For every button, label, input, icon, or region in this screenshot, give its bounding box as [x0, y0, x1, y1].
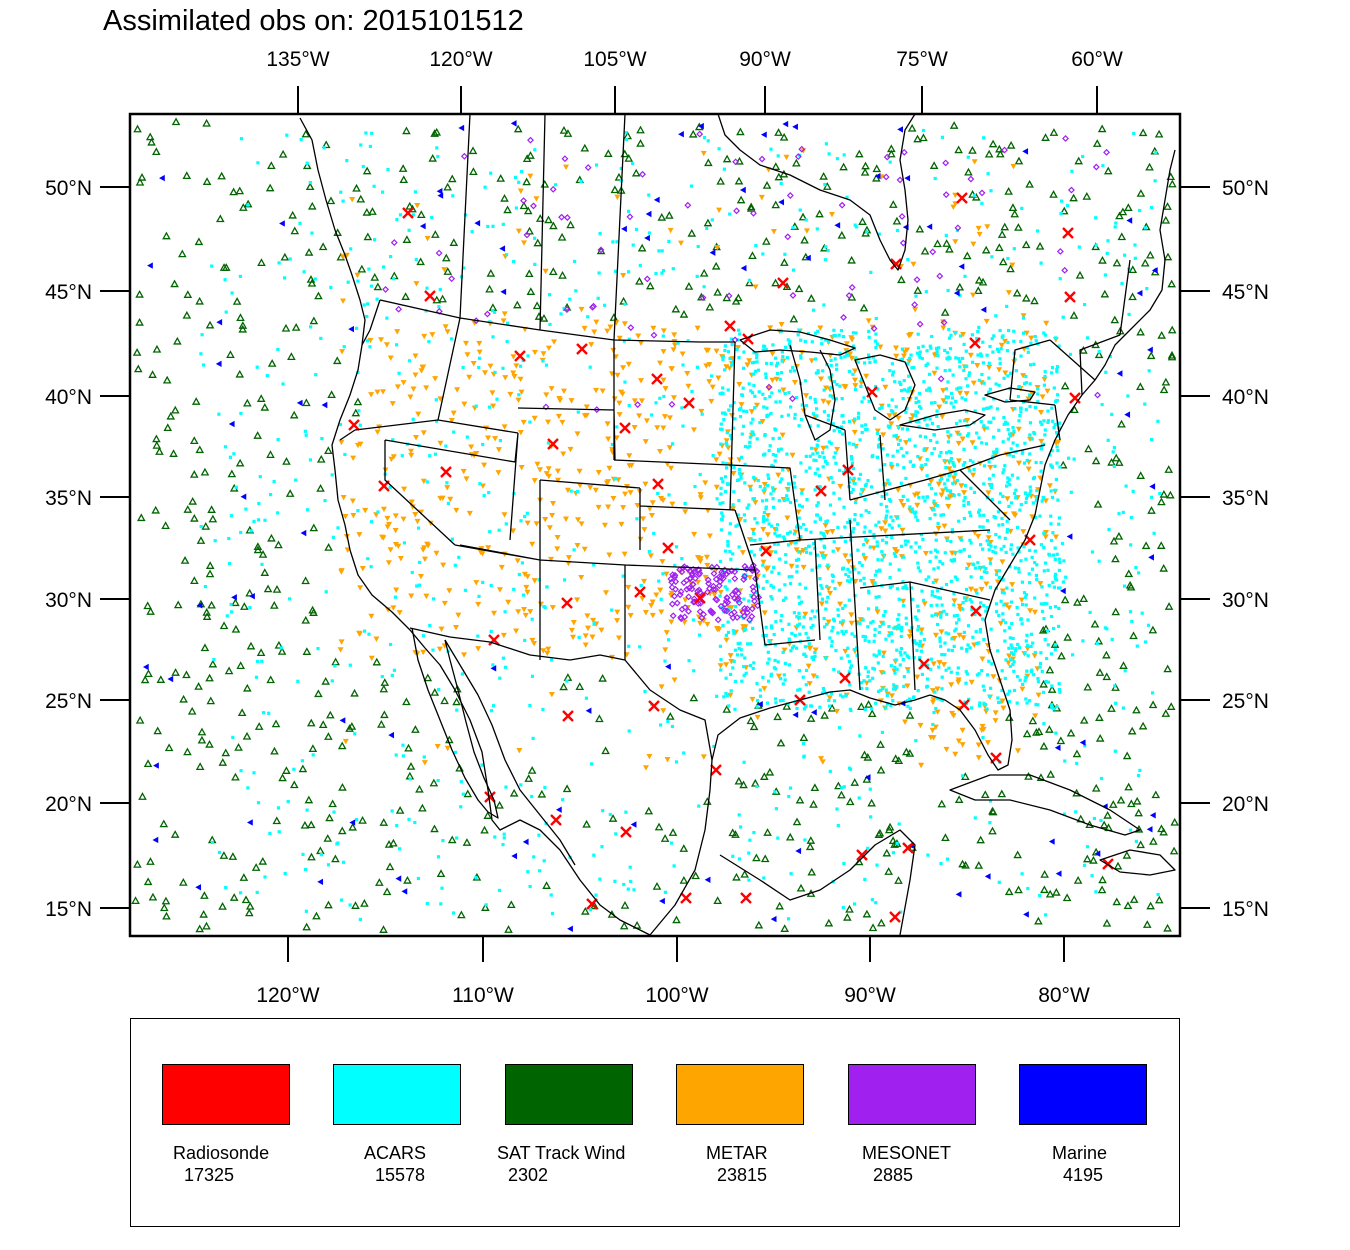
map: 135°W 120°W 105°W 90°W 75°W 60°W 120°W 1… [45, 48, 1269, 1007]
legend-item-mesonet: MESONET 2885 [817, 1019, 1017, 1226]
legend-label: ACARS [364, 1143, 427, 1163]
legend-swatch [162, 1064, 290, 1125]
top-lon-label: 105°W [583, 48, 646, 71]
legend-item-radiosonde: Radiosonde 17325 [131, 1019, 331, 1226]
top-lon-label: 90°W [739, 48, 791, 71]
legend-label: METAR [706, 1143, 768, 1163]
legend-count: 2885 [873, 1165, 914, 1185]
right-lat-label: 40°N [1222, 386, 1269, 409]
bottom-lon-label: 90°W [844, 984, 896, 1007]
left-lat-label: 15°N [45, 898, 92, 921]
top-lon-label: 120°W [429, 48, 492, 71]
legend-swatch [1019, 1064, 1147, 1125]
legend-label: Marine [1052, 1143, 1108, 1163]
right-lat-label: 50°N [1222, 177, 1269, 200]
right-lat-label: 30°N [1222, 589, 1269, 612]
legend-count: 4195 [1063, 1165, 1104, 1185]
bottom-lon-label: 110°W [452, 984, 514, 1007]
legend-item-marine: Marine 4195 [988, 1019, 1188, 1226]
top-lon-label: 135°W [266, 48, 329, 71]
legend-count: 17325 [184, 1165, 235, 1185]
bottom-lon-label: 100°W [645, 984, 708, 1007]
left-lat-label: 35°N [45, 487, 92, 510]
legend-count: 15578 [375, 1165, 426, 1185]
bottom-lon-label: 120°W [256, 984, 319, 1007]
legend-swatch [505, 1064, 633, 1125]
left-lat-label: 30°N [45, 589, 92, 612]
legend-item-metar: METAR 23815 [645, 1019, 845, 1226]
right-lat-label: 25°N [1222, 690, 1269, 713]
legend-label: Radiosonde [173, 1143, 270, 1163]
legend-swatch [848, 1064, 976, 1125]
legend-swatch [333, 1064, 461, 1125]
top-lon-label: 60°W [1071, 48, 1123, 71]
right-lat-label: 35°N [1222, 487, 1269, 510]
legend-label: MESONET [862, 1143, 952, 1163]
coastlines-and-borders [299, 114, 1176, 936]
legend-item-sat-track-wind: SAT Track Wind 2302 [474, 1019, 674, 1226]
left-lat-label: 50°N [45, 177, 92, 200]
legend: Radiosonde 17325 ACARS 15578 SAT Track W… [130, 1018, 1180, 1227]
right-lat-label: 20°N [1222, 793, 1269, 816]
left-lat-label: 25°N [45, 690, 92, 713]
top-lon-label: 75°W [896, 48, 948, 71]
legend-swatch [676, 1064, 804, 1125]
page-title: Assimilated obs on: 2015101512 [103, 5, 524, 37]
bottom-lon-label: 80°W [1038, 984, 1090, 1007]
legend-count: 2302 [508, 1165, 549, 1185]
left-lat-label: 40°N [45, 386, 92, 409]
legend-label: SAT Track Wind [497, 1143, 626, 1163]
map-frame [128, 112, 1182, 938]
left-lat-label: 20°N [45, 793, 92, 816]
left-lat-label: 45°N [45, 281, 92, 304]
right-lat-label: 15°N [1222, 898, 1269, 921]
legend-item-acars: ACARS 15578 [302, 1019, 502, 1226]
observations-layer [131, 117, 1179, 933]
right-lat-label: 45°N [1222, 281, 1269, 304]
legend-count: 23815 [717, 1165, 768, 1185]
